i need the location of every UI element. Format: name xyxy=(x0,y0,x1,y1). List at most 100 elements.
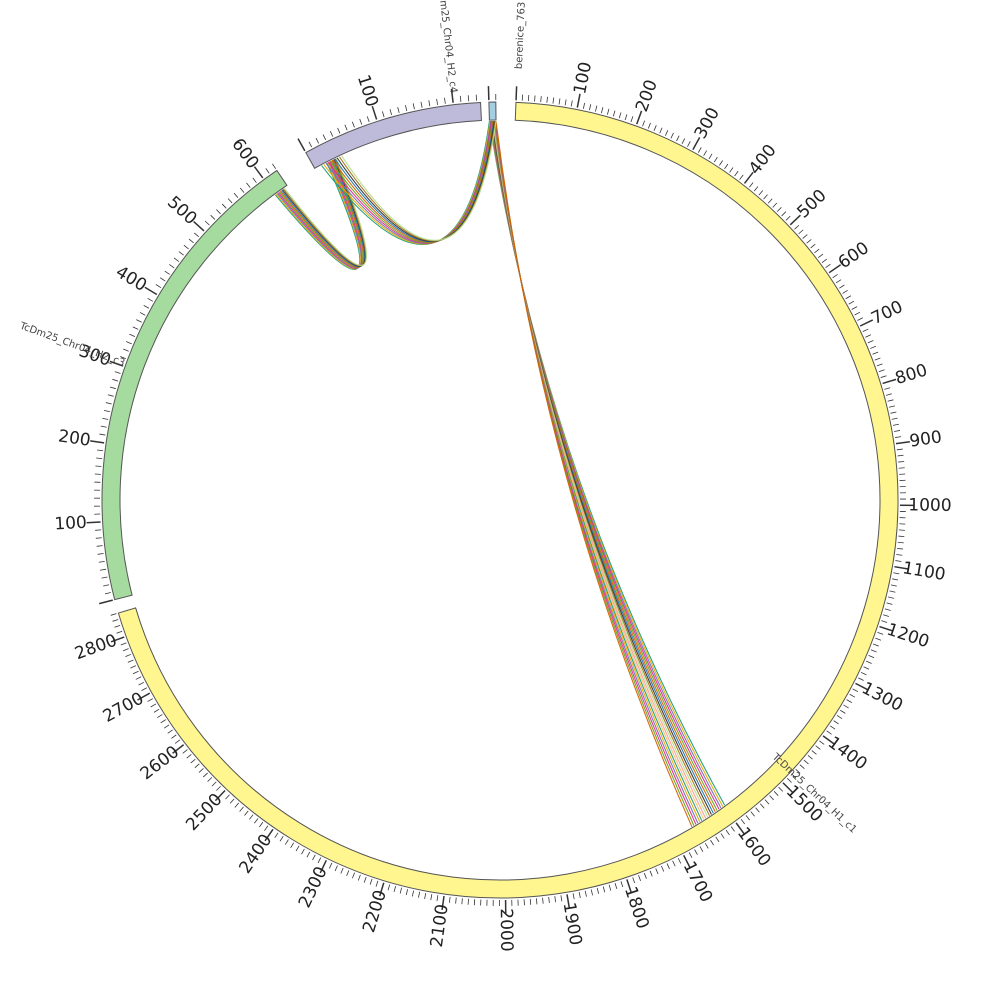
tick-label-H2_c3-100: 100 xyxy=(54,513,88,535)
minor-tick-H1_c1-2260 xyxy=(346,870,350,877)
minor-tick-H1_c1-2560 xyxy=(194,763,200,769)
minor-tick-H1_c1-2140 xyxy=(418,891,421,898)
link-berenice-h1-11 xyxy=(493,120,705,820)
minor-tick-H1_c1-710 xyxy=(862,328,869,332)
minor-tick-H1_c1-2470 xyxy=(234,802,240,808)
minor-tick-H1_c1-1650 xyxy=(710,839,715,846)
minor-tick-H1_c1-1950 xyxy=(536,898,538,905)
minor-tick-H1_c1-2290 xyxy=(329,862,333,869)
minor-tick-H1_c1-1680 xyxy=(694,849,698,855)
major-tick-H1_c1-2100 xyxy=(441,895,445,911)
minor-tick-H1_c1-930 xyxy=(898,461,905,463)
minor-tick-H1_c1-1520 xyxy=(773,791,779,796)
link-berenice-h1-0 xyxy=(488,121,726,806)
minor-tick-H1_c1-120 xyxy=(589,104,592,111)
major-tick-H2_c4-0 xyxy=(297,138,306,152)
minor-tick-H2_c3-550 xyxy=(227,198,233,204)
minor-tick-H2_c3-10 xyxy=(104,592,111,595)
link-berenice-h1-9 xyxy=(492,120,709,818)
minor-tick-H1_c1-1150 xyxy=(887,596,895,599)
minor-tick-H1_c1-1710 xyxy=(677,857,682,864)
minor-tick-H1_c1-2070 xyxy=(461,898,463,905)
major-tick-H1_c1-1200 xyxy=(879,625,893,632)
minor-tick-H1_c1-2540 xyxy=(202,772,208,778)
tick-label-H1_c1-1900: 1900 xyxy=(559,901,586,947)
minor-tick-H2_c4-40 xyxy=(329,130,334,137)
major-tick-H1_c1-1100 xyxy=(894,565,909,570)
minor-tick-H1_c1-2810 xyxy=(116,630,123,634)
minor-tick-H1_c1-1140 xyxy=(889,590,896,593)
minor-tick-H1_c1-2790 xyxy=(120,642,127,646)
major-tick-H2_c3-300 xyxy=(109,360,124,367)
minor-tick-H1_c1-2460 xyxy=(239,806,244,812)
minor-tick-H1_c1-1260 xyxy=(865,660,872,664)
minor-tick-H1_c1-1770 xyxy=(643,872,647,879)
minor-tick-H1_c1-1380 xyxy=(829,725,836,730)
major-tick-H1_c1-400 xyxy=(743,171,754,184)
minor-tick-H1_c1-2830 xyxy=(112,619,119,622)
minor-tick-H2_c3-190 xyxy=(97,449,104,452)
minor-tick-H1_c1-1760 xyxy=(649,870,653,877)
minor-tick-H1_c1-1840 xyxy=(602,886,606,893)
minor-tick-H1_c1-350 xyxy=(719,160,723,166)
minor-tick-H1_c1-1940 xyxy=(542,897,544,904)
minor-tick-H1_c1-2120 xyxy=(430,894,433,901)
minor-tick-H1_c1-2380 xyxy=(279,835,284,842)
minor-tick-H1_c1-1880 xyxy=(578,892,581,899)
minor-tick-H2_c4-20 xyxy=(315,137,320,144)
minor-tick-H1_c1-330 xyxy=(708,153,713,160)
minor-tick-H1_c1-1620 xyxy=(725,829,730,836)
minor-tick-H2_c4-150 xyxy=(412,103,415,110)
links-layer xyxy=(274,120,726,828)
major-tick-H2_c3-500 xyxy=(193,220,205,232)
minor-tick-H1_c1-2670 xyxy=(153,708,160,713)
minor-tick-H1_c1-850 xyxy=(890,411,897,414)
minor-tick-H2_c3-350 xyxy=(132,326,139,330)
tick-label-H1_c1-300: 300 xyxy=(691,104,724,142)
minor-tick-H2_c3-460 xyxy=(178,251,184,256)
minor-tick-H1_c1-1570 xyxy=(750,811,755,817)
minor-tick-H1_c1-1660 xyxy=(704,843,709,849)
minor-tick-H2_c3-440 xyxy=(169,264,175,269)
minor-tick-H1_c1-180 xyxy=(624,114,628,121)
minor-tick-H1_c1-1310 xyxy=(852,688,859,693)
minor-tick-H1_c1-570 xyxy=(818,253,824,259)
minor-tick-H1_c1-1790 xyxy=(632,877,636,884)
minor-tick-H2_c3-520 xyxy=(210,214,216,220)
segment-label-H2_c3: TcDm25_Chr04_H2_c3 xyxy=(17,320,126,369)
minor-tick-H2_c4-180 xyxy=(436,98,438,105)
minor-tick-H1_c1-1610 xyxy=(730,826,735,832)
minor-tick-H1_c1-2450 xyxy=(244,810,249,816)
minor-tick-H1_c1-1850 xyxy=(596,887,600,894)
minor-tick-H1_c1-1490 xyxy=(787,778,792,783)
minor-tick-H1_c1-2710 xyxy=(141,687,148,691)
minor-tick-H1_c1-910 xyxy=(896,448,903,451)
minor-tick-H1_c1-1130 xyxy=(890,584,897,587)
major-tick-H1_c1-800 xyxy=(882,378,897,385)
minor-tick-H1_c1-140 xyxy=(601,107,604,114)
minor-tick-H1_c1-90 xyxy=(570,100,573,107)
minor-tick-H1_c1-1580 xyxy=(745,815,750,821)
minor-tick-H1_c1-2210 xyxy=(375,880,379,887)
minor-tick-H1_c1-2180 xyxy=(393,886,397,893)
minor-tick-H1_c1-2620 xyxy=(171,734,177,739)
minor-tick-H1_c1-2090 xyxy=(448,896,451,903)
minor-tick-H1_c1-1910 xyxy=(560,895,563,902)
minor-tick-H1_c1-2110 xyxy=(436,895,439,902)
tick-label-H1_c1-2300: 2300 xyxy=(295,864,332,912)
minor-tick-H1_c1-450 xyxy=(767,198,773,204)
link-berenice-h1-1 xyxy=(489,121,724,807)
link-berenice-h1-6 xyxy=(491,121,714,814)
minor-tick-H2_c4-130 xyxy=(397,107,400,114)
minor-tick-H1_c1-2220 xyxy=(369,878,373,885)
minor-tick-H1_c1-210 xyxy=(642,120,646,127)
minor-tick-H1_c1-1340 xyxy=(843,704,849,709)
tick-label-H1_c1-2100: 2100 xyxy=(427,903,453,949)
minor-tick-H1_c1-1870 xyxy=(584,890,587,897)
minor-tick-H1_c1-2320 xyxy=(312,854,316,861)
minor-tick-H1_c1-720 xyxy=(865,334,872,338)
minor-tick-H1_c1-1170 xyxy=(884,608,891,611)
tick-label-H1_c1-100: 100 xyxy=(570,60,596,96)
minor-tick-H2_c4-210 xyxy=(459,95,462,102)
minor-tick-H2_c4-170 xyxy=(428,100,431,107)
